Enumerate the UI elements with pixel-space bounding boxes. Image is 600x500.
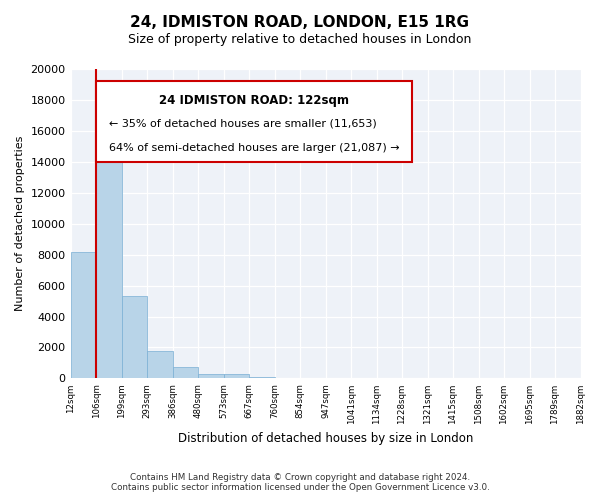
Text: Contains HM Land Registry data © Crown copyright and database right 2024.
Contai: Contains HM Land Registry data © Crown c… bbox=[110, 473, 490, 492]
X-axis label: Distribution of detached houses by size in London: Distribution of detached houses by size … bbox=[178, 432, 473, 445]
Bar bbox=[147, 350, 173, 378]
Bar bbox=[71, 252, 96, 378]
Text: ← 35% of detached houses are smaller (11,653): ← 35% of detached houses are smaller (11… bbox=[109, 118, 377, 128]
Bar bbox=[173, 367, 198, 378]
Text: 24 IDMISTON ROAD: 122sqm: 24 IDMISTON ROAD: 122sqm bbox=[159, 94, 349, 107]
Bar bbox=[224, 374, 249, 378]
Text: Size of property relative to detached houses in London: Size of property relative to detached ho… bbox=[128, 32, 472, 46]
Text: 64% of semi-detached houses are larger (21,087) →: 64% of semi-detached houses are larger (… bbox=[109, 144, 400, 154]
Text: 24, IDMISTON ROAD, LONDON, E15 1RG: 24, IDMISTON ROAD, LONDON, E15 1RG bbox=[131, 15, 470, 30]
Bar bbox=[249, 377, 275, 378]
Bar bbox=[122, 296, 147, 378]
Bar bbox=[198, 374, 224, 378]
FancyBboxPatch shape bbox=[96, 82, 412, 162]
Y-axis label: Number of detached properties: Number of detached properties bbox=[15, 136, 25, 312]
Bar bbox=[96, 122, 122, 378]
